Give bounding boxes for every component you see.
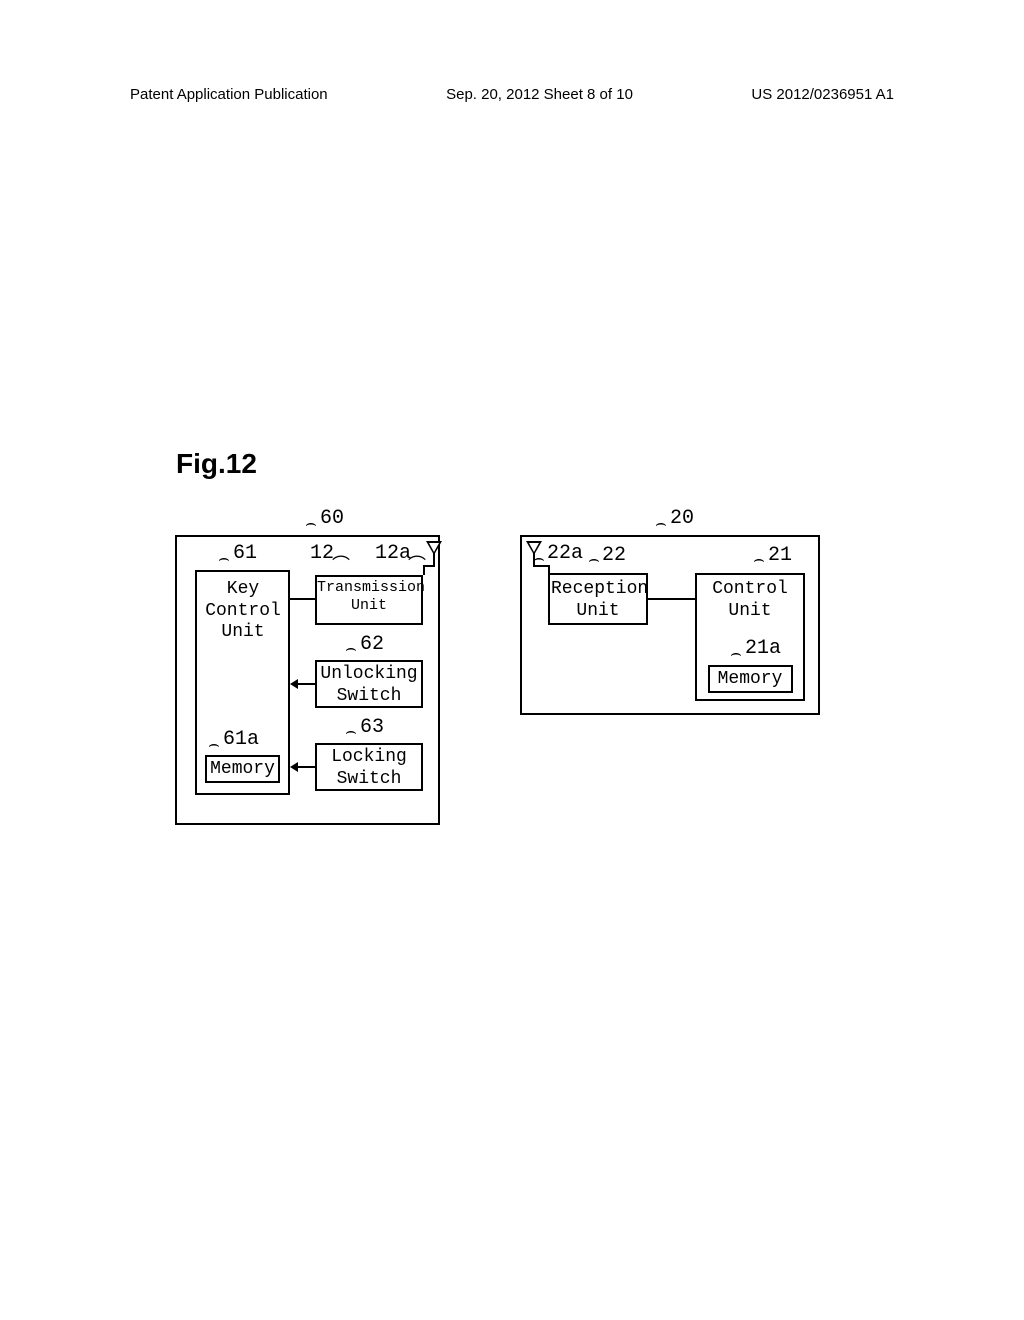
ref-curve-12: ⌒ — [332, 551, 350, 577]
ref-curve-21: ⌢ — [753, 549, 765, 570]
antenna-12a-stem — [433, 553, 435, 567]
arrow-62-61 — [290, 679, 298, 689]
antenna-22a-stem — [533, 553, 535, 567]
connector-61-12 — [290, 598, 315, 600]
ref-curve-20: ⌢ — [655, 513, 667, 534]
ref-curve-63: ⌢ — [345, 721, 357, 742]
ref-curve-61: ⌢ — [218, 548, 230, 569]
connector-62-61 — [298, 683, 315, 685]
transmission-unit-label: Transmission Unit — [317, 579, 421, 615]
control-unit-label: Control Unit — [705, 579, 795, 622]
ref-curve-62: ⌢ — [345, 638, 357, 659]
figure-12-diagram: ⌢ 60 ⌢ 61 Key Control Unit 12 ⌒ Transmis… — [175, 505, 875, 825]
memory-61a-label: Memory — [210, 759, 275, 781]
ref-61: 61 — [233, 542, 257, 565]
memory-21a-label: Memory — [715, 669, 785, 691]
ref-12: 12 — [310, 542, 334, 565]
connector-63-61 — [298, 766, 315, 768]
header-left: Patent Application Publication — [130, 86, 328, 103]
antenna-12a-cone-inner — [429, 543, 439, 552]
unlocking-switch-label: Unlocking Switch — [320, 664, 418, 707]
ref-20: 20 — [670, 507, 694, 530]
antenna-22a-line-h — [535, 565, 549, 567]
antenna-22a-cone-inner — [529, 543, 539, 552]
reception-unit-label: Reception Unit — [551, 579, 645, 622]
figure-label: Fig.12 — [176, 448, 257, 480]
ref-22a: 22a — [547, 542, 583, 565]
ref-21: 21 — [768, 544, 792, 567]
ref-22: 22 — [602, 544, 626, 567]
ref-63: 63 — [360, 716, 384, 739]
ref-curve-22: ⌢ — [588, 549, 600, 570]
arrow-63-61 — [290, 762, 298, 772]
ref-61a: 61a — [223, 728, 259, 751]
ref-62: 62 — [360, 633, 384, 656]
ref-21a: 21a — [745, 637, 781, 660]
ref-curve-60: ⌢ — [305, 513, 317, 534]
ref-60: 60 — [320, 507, 344, 530]
ref-12a: 12a — [375, 542, 411, 565]
header-center: Sep. 20, 2012 Sheet 8 of 10 — [446, 86, 633, 103]
key-control-unit-label: Key Control Unit — [203, 579, 283, 644]
connector-22-21 — [648, 598, 695, 600]
header-right: US 2012/0236951 A1 — [751, 86, 894, 103]
ref-curve-21a: ⌢ — [730, 643, 742, 664]
ref-curve-61a: ⌢ — [208, 734, 220, 755]
locking-switch-label: Locking Switch — [320, 747, 418, 790]
page-header: Patent Application Publication Sep. 20, … — [0, 86, 1024, 103]
